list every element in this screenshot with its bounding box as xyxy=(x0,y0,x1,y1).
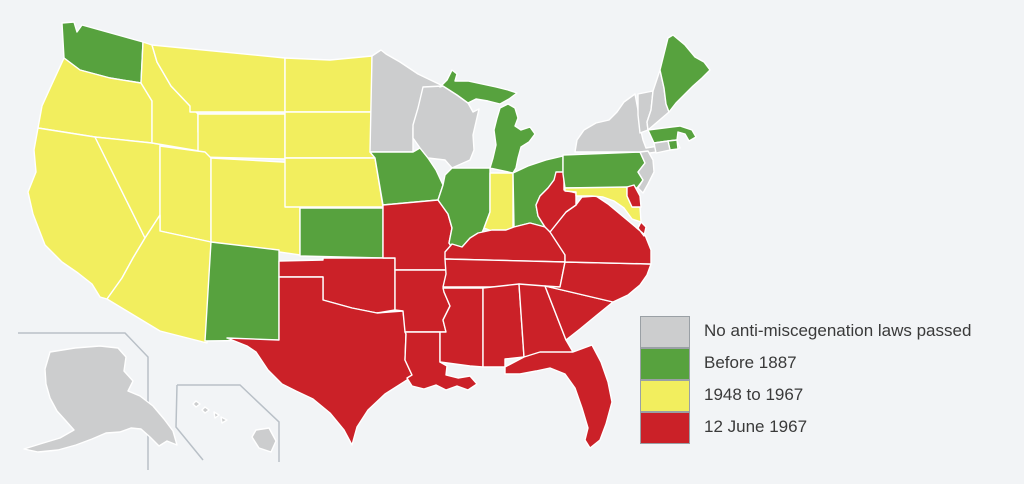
state-south-dakota xyxy=(284,111,376,159)
legend-row-none: No anti-miscegenation laws passed xyxy=(640,315,972,348)
legend-row-before-1887: Before 1887 xyxy=(640,347,971,380)
state-michigan xyxy=(439,69,536,174)
state-maine xyxy=(659,34,711,113)
state-north-dakota xyxy=(284,55,373,113)
state-louisiana xyxy=(404,331,478,391)
state-alaska xyxy=(23,345,178,453)
state-hawaii xyxy=(192,400,277,453)
state-wyoming xyxy=(197,113,286,160)
legend-swatch-yellow xyxy=(640,379,690,412)
state-iowa xyxy=(369,147,444,206)
hawaii-inset-border-top xyxy=(177,384,280,462)
state-pennsylvania xyxy=(562,151,646,189)
legend-label-12-june-1967: 12 June 1967 xyxy=(704,417,808,436)
legend-swatch-red xyxy=(640,411,690,444)
state-alabama xyxy=(482,283,525,368)
legend-row-12-june-1967: 12 June 1967 xyxy=(640,411,971,444)
hawaii-inset-border-left xyxy=(175,384,204,461)
legend-label-none: No anti-miscegenation laws passed xyxy=(704,321,972,340)
state-new-jersey xyxy=(637,150,655,194)
state-north-carolina xyxy=(544,261,652,303)
legend: No anti-miscegenation laws passed Before… xyxy=(640,315,972,444)
state-utah xyxy=(159,145,212,243)
legend-swatch-gray xyxy=(640,315,690,348)
state-kansas xyxy=(299,207,384,259)
legend-swatch-green xyxy=(640,347,690,380)
states xyxy=(23,21,711,453)
state-tennessee xyxy=(442,258,566,288)
state-nebraska xyxy=(284,157,384,208)
state-georgia xyxy=(518,283,574,358)
state-connecticut xyxy=(653,140,671,154)
legend-label-1948-1967: 1948 to 1967 xyxy=(704,385,804,404)
state-texas xyxy=(226,276,413,446)
state-florida xyxy=(504,344,613,449)
legend-label-before-1887: Before 1887 xyxy=(704,353,797,372)
legend-row-1948-1967: 1948 to 1967 xyxy=(640,379,971,412)
state-delaware xyxy=(626,184,642,208)
state-new-mexico xyxy=(204,241,280,342)
